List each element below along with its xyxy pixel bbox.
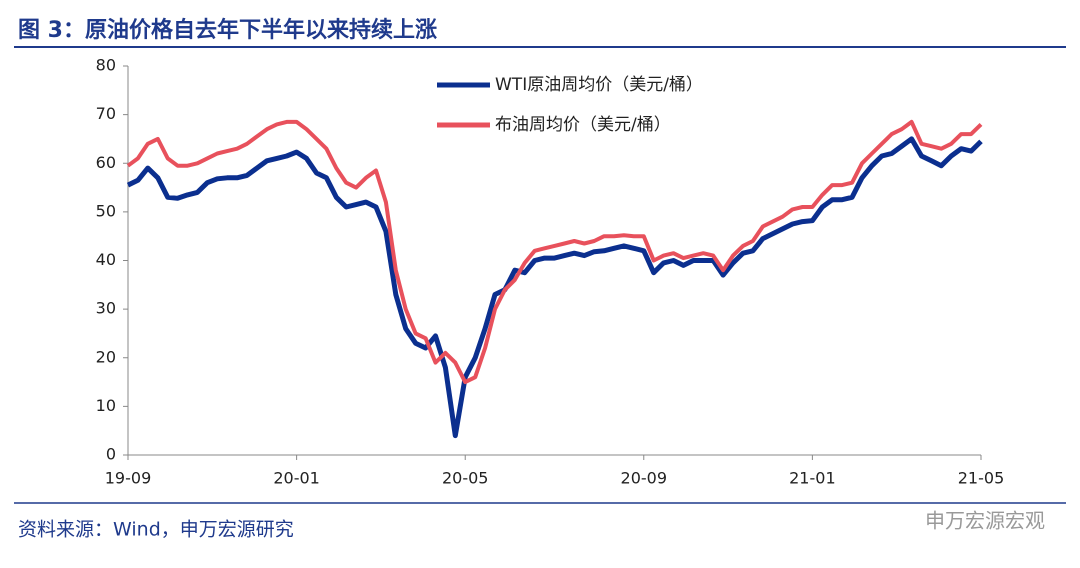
x-tick-label: 19-09 bbox=[105, 469, 152, 488]
y-tick-label: 40 bbox=[96, 250, 116, 269]
x-tick-label: 21-01 bbox=[789, 469, 836, 488]
legend-label: WTI原油周均价（美元/桶） bbox=[495, 75, 703, 95]
y-tick-label: 70 bbox=[96, 104, 116, 123]
series-line bbox=[126, 119, 983, 385]
y-tick-label: 60 bbox=[96, 153, 116, 172]
x-tick-label: 20-05 bbox=[442, 469, 489, 488]
y-tick-label: 80 bbox=[96, 56, 116, 75]
watermark: 申万宏源宏观 bbox=[925, 509, 1045, 533]
y-tick-label: 50 bbox=[96, 201, 116, 220]
y-tick-label: 10 bbox=[96, 396, 116, 415]
y-tick-label: 30 bbox=[96, 299, 116, 318]
y-tick-label: 20 bbox=[96, 347, 116, 366]
x-tick-label: 20-09 bbox=[621, 469, 668, 488]
chart-title: 图 3：原油价格自去年下半年以来持续上涨 bbox=[18, 17, 437, 43]
legend-label: 布油周均价（美元/桶） bbox=[495, 115, 671, 135]
source: 资料来源：Wind，申万宏源研究 bbox=[18, 519, 294, 541]
x-tick-label: 21-05 bbox=[958, 469, 1005, 488]
series-line bbox=[126, 136, 983, 439]
x-tick-label: 20-01 bbox=[273, 469, 320, 488]
y-tick-label: 0 bbox=[106, 445, 116, 464]
